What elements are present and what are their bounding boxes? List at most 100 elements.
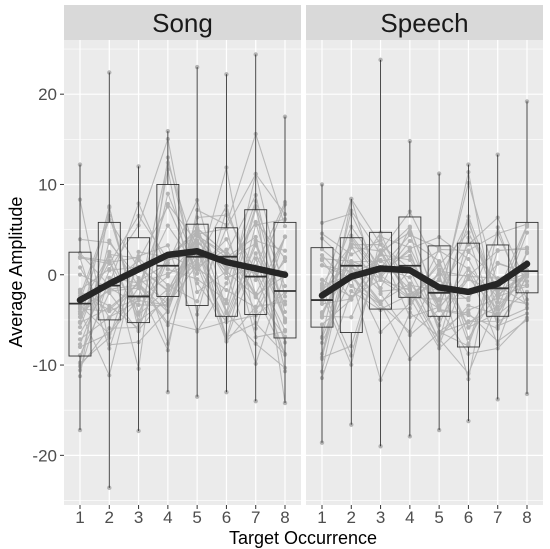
subject-point	[165, 271, 170, 276]
subject-line	[321, 209, 528, 338]
box-iqr	[515, 221, 539, 294]
subject-point	[165, 243, 170, 248]
subject-line	[79, 282, 286, 331]
subject-point	[319, 322, 325, 327]
subject-line	[79, 191, 286, 328]
subject-line	[321, 255, 528, 330]
subject-point	[107, 260, 112, 265]
box-iqr	[127, 237, 151, 324]
boxes-speech	[310, 59, 539, 447]
subject-point	[282, 248, 288, 253]
subject-point	[107, 305, 112, 310]
subject-point	[524, 271, 530, 277]
strip-label-speech: Speech	[380, 8, 468, 38]
subject-point	[77, 265, 83, 270]
subject-point	[282, 283, 288, 289]
subject-point	[437, 248, 442, 253]
subject-point	[253, 277, 258, 283]
x-tick-label: 3	[376, 508, 385, 527]
x-tick-label: 6	[464, 508, 473, 527]
x-axis-ticks: 1 2 3 4 5 6 7 8 1 2 3 4 5 6 7 8	[75, 505, 532, 527]
subject-point	[466, 276, 471, 281]
subject-point	[224, 237, 229, 242]
subject-point	[349, 296, 354, 301]
subject-point	[107, 275, 112, 280]
subject-point	[165, 223, 170, 228]
subject-point	[165, 283, 170, 288]
subject-point	[437, 305, 442, 310]
subject-point	[107, 288, 112, 294]
subject-lines-speech	[319, 57, 530, 449]
subject-point	[378, 289, 383, 294]
subject-point	[224, 265, 229, 270]
subject-point	[253, 256, 258, 261]
box-iqr	[97, 221, 121, 321]
subject-point	[136, 284, 141, 289]
subject-point	[77, 287, 83, 292]
box-iqr	[273, 221, 297, 339]
subject-point	[437, 298, 442, 303]
subject-point	[107, 309, 112, 314]
subject-point	[495, 292, 500, 298]
subject-point	[77, 320, 83, 325]
subject-point	[282, 320, 288, 325]
subject-point	[319, 253, 325, 258]
x-tick-label: 8	[280, 508, 289, 527]
subject-line	[321, 236, 528, 355]
subject-point	[466, 313, 471, 318]
subject-point	[224, 311, 229, 316]
subject-point	[282, 234, 288, 239]
x-tick-label: 5	[434, 508, 443, 527]
y-tick-label: 0	[48, 266, 57, 285]
subject-line	[79, 136, 286, 337]
subject-point	[77, 305, 83, 310]
subject-point	[77, 272, 83, 277]
subject-line	[79, 200, 286, 404]
subject-point	[224, 247, 229, 252]
x-tick-label: 7	[493, 508, 502, 527]
subject-point	[466, 325, 471, 330]
subject-point	[253, 234, 258, 240]
subject-point	[319, 281, 325, 286]
subject-point	[107, 249, 112, 254]
subject-point	[136, 302, 141, 307]
subject-point	[107, 315, 112, 320]
subject-point	[195, 271, 200, 276]
subject-point	[407, 253, 412, 259]
subject-line	[79, 172, 286, 367]
subject-line	[321, 213, 528, 316]
y-axis-ticks: -20 -10 0 10 20	[32, 85, 64, 465]
subject-point	[136, 318, 141, 323]
subject-point	[407, 283, 412, 288]
subject-point	[437, 278, 442, 283]
subject-point	[253, 293, 258, 299]
x-tick-label: 1	[317, 508, 326, 527]
x-tick-label: 1	[75, 508, 84, 527]
panel-song: Song	[64, 5, 301, 505]
subject-point	[224, 281, 229, 286]
boxes-song	[68, 54, 297, 488]
subject-point	[282, 224, 288, 229]
subject-point	[282, 309, 288, 315]
subject-point	[282, 255, 288, 260]
y-tick-label: 10	[38, 175, 57, 194]
subject-point	[437, 308, 442, 313]
subject-line	[79, 132, 286, 353]
subject-point	[466, 267, 471, 272]
subject-line	[321, 251, 528, 382]
subject-point	[437, 270, 442, 276]
subject-point	[253, 309, 258, 314]
subject-point	[77, 342, 83, 347]
subject-point	[349, 289, 354, 294]
subject-point	[407, 288, 412, 293]
subject-point	[107, 266, 112, 272]
box-iqr	[244, 209, 268, 315]
subject-point	[407, 224, 412, 229]
subject-point	[195, 289, 200, 295]
subject-point	[224, 301, 229, 306]
subject-point	[407, 275, 412, 280]
y-tick-label: -20	[32, 446, 57, 465]
mean-line	[318, 260, 531, 299]
subject-point	[253, 251, 258, 256]
